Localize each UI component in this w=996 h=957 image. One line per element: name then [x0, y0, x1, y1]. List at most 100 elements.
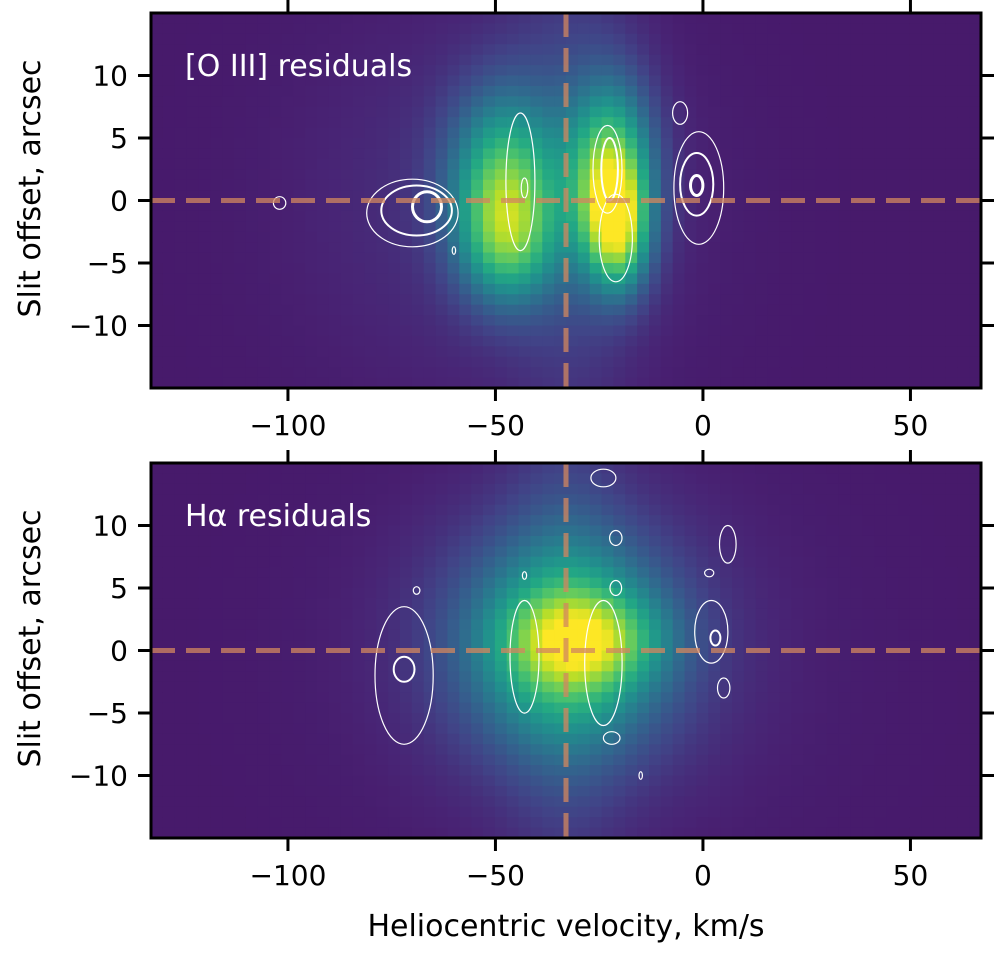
heatmap-cell	[874, 775, 887, 787]
heatmap-cell	[376, 546, 389, 558]
heatmap-cell	[660, 713, 674, 725]
heatmap-cell	[364, 304, 377, 316]
heatmap-cell	[779, 463, 792, 475]
heatmap-cell	[637, 494, 650, 506]
heatmap-cell	[838, 733, 852, 745]
heatmap-cell	[660, 356, 674, 368]
heatmap-cell	[933, 304, 947, 316]
heatmap-cell	[720, 765, 733, 777]
heatmap-cell	[222, 106, 235, 118]
heatmap-cell	[506, 577, 520, 589]
heatmap-cell	[957, 33, 970, 45]
heatmap-cell	[198, 806, 211, 818]
heatmap-cell	[328, 65, 342, 77]
heatmap-cell	[245, 515, 259, 527]
heatmap-cell	[672, 681, 686, 693]
heatmap-cell	[281, 190, 294, 202]
heatmap-cell	[340, 567, 354, 579]
heatmap-cell	[933, 473, 947, 485]
heatmap-cell	[933, 817, 947, 829]
heatmap-cell	[459, 733, 472, 745]
heatmap-cell	[815, 335, 828, 347]
heatmap-cell	[293, 588, 306, 600]
heatmap-cell	[696, 723, 709, 735]
heatmap-cell	[471, 127, 484, 139]
heatmap-cell	[743, 588, 757, 600]
heatmap-cell	[400, 640, 413, 652]
heatmap-cell	[767, 504, 781, 516]
heatmap-cell	[483, 660, 496, 672]
heatmap-cell	[577, 252, 591, 264]
heatmap-cell	[269, 702, 283, 714]
heatmap-cell	[898, 660, 911, 672]
heatmap-cell	[328, 294, 342, 306]
heatmap-cell	[613, 775, 626, 787]
heatmap-cell	[909, 640, 923, 652]
heatmap-cell	[400, 44, 413, 56]
heatmap-cell	[826, 567, 840, 579]
heatmap-cell	[791, 367, 804, 379]
heatmap-cell	[210, 754, 223, 766]
heatmap-cell	[198, 827, 211, 839]
heatmap-cell	[909, 54, 923, 66]
heatmap-cell	[459, 190, 472, 202]
heatmap-cell	[483, 294, 496, 306]
heatmap-cell	[447, 504, 460, 516]
heatmap-cell	[886, 494, 899, 506]
heatmap-cell	[779, 650, 792, 662]
heatmap-cell	[874, 283, 887, 295]
heatmap-cell	[518, 200, 532, 212]
contour-level-1	[451, 246, 457, 255]
heatmap-cell	[483, 713, 496, 725]
heatmap-cell	[459, 75, 472, 87]
heatmap-cell	[696, 273, 709, 285]
heatmap-cell	[542, 483, 555, 495]
heatmap-cell	[281, 367, 294, 379]
heatmap-cell	[554, 598, 567, 610]
heatmap-cell	[909, 608, 923, 620]
heatmap-cell	[732, 640, 745, 652]
heatmap-cell	[257, 744, 271, 756]
heatmap-cell	[293, 546, 306, 558]
heatmap-cell	[174, 733, 188, 745]
heatmap-cell	[921, 483, 935, 495]
heatmap-cell	[435, 744, 449, 756]
heatmap-cell	[815, 367, 828, 379]
heatmap-cell	[542, 273, 555, 285]
heatmap-cell	[957, 190, 970, 202]
heatmap-cell	[400, 598, 413, 610]
heatmap-cell	[589, 463, 603, 475]
heatmap-cell	[850, 463, 864, 475]
heatmap-cell	[898, 754, 911, 766]
heatmap-cell	[400, 315, 413, 327]
heatmap-cell	[388, 754, 401, 766]
heatmap-cell	[815, 33, 828, 45]
heatmap-cell	[637, 179, 650, 191]
heatmap-cell	[767, 367, 781, 379]
heatmap-cell	[613, 65, 626, 77]
heatmap-cell	[767, 106, 781, 118]
heatmap-cell	[471, 315, 484, 327]
heatmap-cell	[554, 346, 567, 358]
heatmap-cell	[708, 785, 721, 797]
heatmap-cell	[186, 377, 200, 389]
heatmap-cell	[494, 629, 508, 641]
heatmap-cell	[364, 775, 377, 787]
heatmap-cell	[933, 535, 947, 547]
heatmap-cell	[305, 106, 318, 118]
heatmap-cell	[151, 723, 164, 735]
heatmap-cell	[696, 96, 709, 108]
heatmap-cell	[198, 483, 211, 495]
heatmap-cell	[542, 200, 555, 212]
heatmap-cell	[886, 567, 899, 579]
heatmap-cell	[542, 106, 555, 118]
heatmap-cell	[649, 504, 662, 516]
heatmap-cell	[328, 546, 342, 558]
heatmap-cell	[720, 817, 733, 829]
heatmap-cell	[874, 733, 887, 745]
heatmap-cell	[269, 96, 283, 108]
heatmap-cell	[613, 231, 626, 243]
heatmap-cell	[803, 785, 816, 797]
heatmap-cell	[530, 546, 543, 558]
heatmap-cell	[649, 367, 662, 379]
